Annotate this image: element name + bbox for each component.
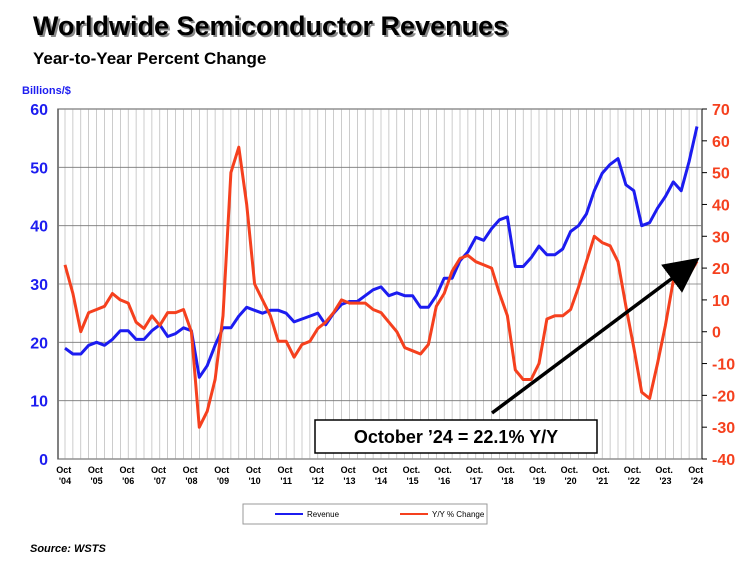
y-tick-label: 40 — [30, 219, 48, 236]
x-tick-label: Oct '09 — [214, 465, 232, 486]
x-tick-label: Oct. '16 — [434, 465, 454, 486]
x-tick-label: Oct. '18 — [497, 465, 517, 486]
x-tick-label: Oct '07 — [151, 465, 169, 486]
x-tick-label: Oct. '17 — [466, 465, 486, 486]
y2-tick-label: 0 — [712, 325, 721, 342]
series-line — [64, 126, 699, 379]
y2-tick-label: 30 — [712, 229, 730, 246]
x-tick-label: Oct '06 — [119, 465, 137, 486]
x-tick-label: Oct '14 — [372, 465, 390, 486]
title-shadow: Worldwide Semiconductor Revenues — [35, 13, 510, 43]
y-tick-label: 10 — [30, 394, 48, 411]
x-tick-label: Oct '10 — [246, 465, 264, 486]
y2-tick-label: 10 — [712, 293, 730, 310]
y-tick-label: 30 — [30, 277, 48, 294]
y2-tick-label: -30 — [712, 420, 735, 437]
y2-tick-label: 70 — [712, 102, 730, 119]
y2-tick-label: -20 — [712, 388, 735, 405]
y2-tick-label: 20 — [712, 261, 730, 278]
legend-label: Revenue — [307, 510, 340, 519]
x-tick-label: Oct '24 — [688, 465, 706, 486]
x-tick-label: Oct. '19 — [529, 465, 549, 486]
x-tick-label: Oct '11 — [277, 465, 295, 486]
y-axis-label: Billions/$ — [22, 85, 71, 97]
y2-tick-label: 60 — [712, 134, 730, 151]
y-tick-label: 50 — [30, 160, 48, 177]
source: Source: WSTS — [30, 543, 106, 555]
y-tick-label: 0 — [39, 452, 48, 469]
legend-label: Y/Y % Change — [432, 510, 485, 519]
chart-title: Worldwide Semiconductor Revenues — [33, 11, 508, 41]
y2-tick-label: -10 — [712, 357, 735, 374]
x-tick-label: Oct. '23 — [655, 465, 675, 486]
x-tick-label: Oct '13 — [341, 465, 359, 486]
arrow — [490, 257, 700, 415]
y2-tick-label: 40 — [712, 197, 730, 214]
series-line — [63, 145, 699, 429]
x-tick-label: Oct '04 — [56, 465, 74, 486]
annotation-box — [314, 419, 598, 454]
y2-tick-label: 50 — [712, 166, 730, 183]
y-tick-label: 60 — [30, 102, 48, 119]
x-tick-label: Oct '05 — [88, 465, 106, 486]
legend-box — [242, 503, 488, 525]
annotation: October ’24 = 22.1% Y/Y — [354, 427, 558, 447]
x-tick-label: Oct. '21 — [592, 465, 612, 486]
x-tick-label: Oct '08 — [183, 465, 201, 486]
chart-subtitle: Year-to-Year Percent Change — [33, 49, 266, 68]
x-tick-label: Oct '12 — [309, 465, 327, 486]
y-tick-label: 20 — [30, 335, 48, 352]
y2-tick-label: -40 — [712, 452, 735, 469]
x-tick-label: Oct. '22 — [624, 465, 644, 486]
x-tick-label: Oct. '20 — [561, 465, 581, 486]
x-tick-label: Oct. '15 — [403, 465, 423, 486]
